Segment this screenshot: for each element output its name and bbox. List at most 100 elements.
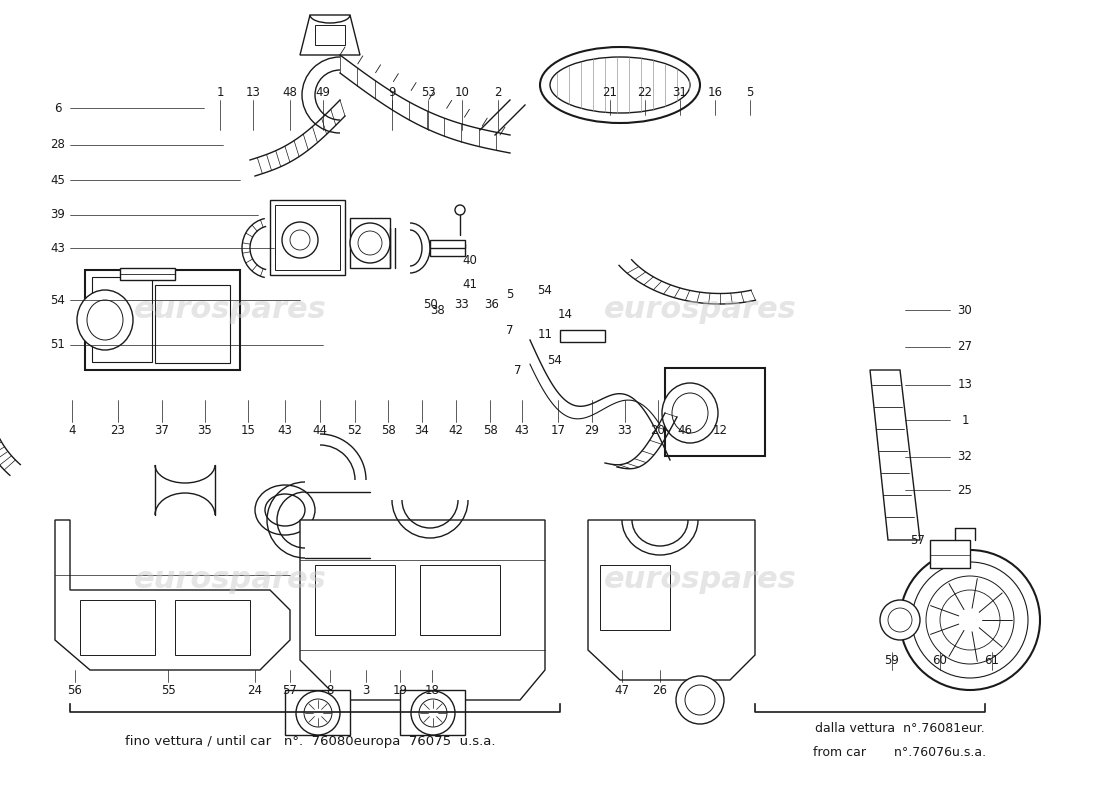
Text: 42: 42: [449, 423, 463, 437]
Polygon shape: [588, 520, 755, 680]
Text: eurospares: eurospares: [604, 566, 796, 594]
Text: dalla vettura  n°.76081eur.: dalla vettura n°.76081eur.: [815, 722, 984, 734]
Bar: [275, 205, 340, 270]
Text: 24: 24: [248, 683, 263, 697]
Polygon shape: [870, 370, 920, 540]
Text: 44: 44: [312, 423, 328, 437]
Ellipse shape: [419, 699, 447, 727]
Text: 1: 1: [961, 414, 969, 426]
Text: 7: 7: [506, 323, 514, 337]
Text: 49: 49: [316, 86, 330, 98]
Text: 53: 53: [420, 86, 436, 98]
Text: 5: 5: [746, 86, 754, 98]
Text: 23: 23: [111, 423, 125, 437]
Text: 43: 43: [51, 242, 65, 254]
Ellipse shape: [926, 576, 1014, 664]
Text: 60: 60: [933, 654, 947, 666]
Bar: [430, 244, 465, 256]
Text: 40: 40: [463, 254, 477, 266]
Ellipse shape: [358, 231, 382, 255]
Text: 5: 5: [506, 289, 514, 302]
Ellipse shape: [900, 550, 1040, 690]
Bar: [420, 565, 500, 635]
Text: 34: 34: [415, 423, 429, 437]
Bar: [600, 565, 670, 630]
Text: 46: 46: [678, 423, 693, 437]
Ellipse shape: [685, 685, 715, 715]
Text: 54: 54: [51, 294, 65, 306]
Text: 28: 28: [51, 138, 65, 151]
Text: 22: 22: [638, 86, 652, 98]
Text: 14: 14: [558, 309, 572, 322]
Bar: [120, 268, 175, 280]
Text: 58: 58: [381, 423, 395, 437]
Text: 2: 2: [494, 86, 502, 98]
Text: 3: 3: [362, 683, 370, 697]
Text: 59: 59: [884, 654, 900, 666]
Text: 19: 19: [393, 683, 407, 697]
Text: 41: 41: [462, 278, 477, 291]
Text: 30: 30: [958, 303, 972, 317]
Text: 56: 56: [67, 683, 82, 697]
Text: 1: 1: [217, 86, 223, 98]
Ellipse shape: [940, 590, 1000, 650]
Polygon shape: [300, 520, 544, 700]
Text: 54: 54: [548, 354, 562, 366]
Ellipse shape: [77, 290, 133, 350]
Ellipse shape: [912, 562, 1028, 678]
Bar: [155, 285, 230, 363]
Text: 31: 31: [672, 86, 688, 98]
Text: 15: 15: [241, 423, 255, 437]
Text: eurospares: eurospares: [133, 295, 327, 325]
Text: 57: 57: [911, 534, 925, 546]
Ellipse shape: [455, 205, 465, 215]
Text: 21: 21: [603, 86, 617, 98]
Text: 13: 13: [245, 86, 261, 98]
Text: 36: 36: [485, 298, 499, 311]
Text: eurospares: eurospares: [604, 295, 796, 325]
Bar: [666, 368, 764, 456]
Text: 26: 26: [652, 683, 668, 697]
Text: fino vettura / until car   n°.  76080europa  76075  u.s.a.: fino vettura / until car n°. 76080europa…: [124, 735, 495, 749]
Ellipse shape: [282, 222, 318, 258]
Text: 25: 25: [958, 483, 972, 497]
Text: 50: 50: [422, 298, 438, 311]
Ellipse shape: [296, 691, 340, 735]
Ellipse shape: [350, 223, 390, 263]
Bar: [85, 270, 240, 370]
Text: 13: 13: [958, 378, 972, 391]
Text: 32: 32: [958, 450, 972, 463]
Text: 12: 12: [713, 423, 727, 437]
Bar: [175, 600, 250, 655]
Bar: [270, 200, 345, 275]
Text: 43: 43: [277, 423, 293, 437]
Text: 8: 8: [327, 683, 333, 697]
Bar: [400, 690, 465, 735]
Bar: [80, 600, 155, 655]
Text: 29: 29: [584, 423, 600, 437]
Ellipse shape: [304, 699, 332, 727]
Text: 33: 33: [454, 298, 470, 311]
Bar: [315, 25, 345, 45]
Text: from car       n°.76076u.s.a.: from car n°.76076u.s.a.: [813, 746, 987, 758]
Text: 52: 52: [348, 423, 362, 437]
Bar: [350, 218, 390, 268]
Text: 4: 4: [68, 423, 76, 437]
Ellipse shape: [880, 600, 920, 640]
Ellipse shape: [540, 47, 700, 123]
Ellipse shape: [672, 393, 708, 433]
Ellipse shape: [662, 383, 718, 443]
Bar: [92, 277, 152, 362]
Text: 9: 9: [388, 86, 396, 98]
Text: 16: 16: [707, 86, 723, 98]
Ellipse shape: [676, 676, 724, 724]
Ellipse shape: [550, 57, 690, 113]
Text: 11: 11: [538, 329, 552, 342]
Text: 35: 35: [198, 423, 212, 437]
Text: 58: 58: [483, 423, 497, 437]
Text: eurospares: eurospares: [133, 566, 327, 594]
Text: 10: 10: [454, 86, 470, 98]
Text: 47: 47: [615, 683, 629, 697]
Ellipse shape: [411, 691, 455, 735]
Text: 43: 43: [515, 423, 529, 437]
